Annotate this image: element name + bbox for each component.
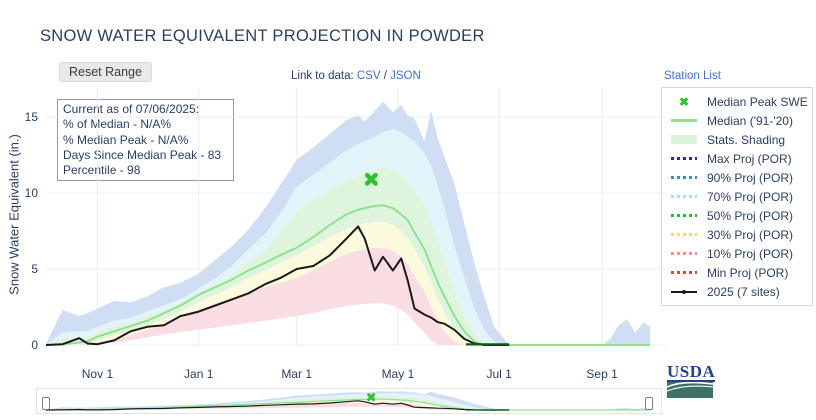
line-swatch-icon bbox=[671, 157, 697, 160]
link-separator: / bbox=[380, 70, 391, 82]
line-swatch-icon bbox=[671, 252, 697, 255]
band-10_to_min bbox=[46, 402, 650, 410]
legend-item-70-proj-por-[interactable]: 70% Proj (POR) bbox=[662, 187, 812, 206]
median-line bbox=[45, 398, 650, 411]
legend-item-label: Min Proj (POR) bbox=[707, 265, 789, 280]
band-10_to_min bbox=[46, 247, 651, 345]
chart-legend: ✖ Median Peak SWE Median ('91-'20) Stats. S… bbox=[661, 87, 813, 306]
legend-item-30-proj-por-[interactable]: 30% Proj (POR) bbox=[662, 225, 812, 244]
info-box-line: % Median Peak - N/A% bbox=[63, 132, 189, 147]
legend-item-label: 90% Proj (POR) bbox=[707, 170, 794, 185]
range-slider-chart[interactable] bbox=[36, 388, 662, 414]
range-slider-frame bbox=[36, 388, 662, 414]
legend-item-label: 30% Proj (POR) bbox=[707, 227, 794, 242]
x-tick-label: Jul 1 bbox=[486, 367, 512, 381]
legend-item-label: Max Proj (POR) bbox=[707, 151, 792, 166]
legend-item-label: Median ('91-'20) bbox=[707, 113, 793, 128]
legend-item-label: 2025 (7 sites) bbox=[707, 284, 780, 299]
line-swatch-icon bbox=[671, 214, 697, 217]
median-peak-marker bbox=[367, 393, 376, 402]
x-marker-icon: ✖ bbox=[678, 94, 690, 109]
y-tick-label: 15 bbox=[24, 110, 38, 124]
y-tick-label: 10 bbox=[24, 186, 38, 200]
page-title: SNOW WATER EQUIVALENT PROJECTION IN POWD… bbox=[40, 27, 485, 45]
line-swatch-icon bbox=[671, 119, 697, 122]
legend-item-label: 50% Proj (POR) bbox=[707, 208, 794, 223]
shading-swatch-icon bbox=[671, 135, 697, 144]
legend-item-min-proj-por-[interactable]: Min Proj (POR) bbox=[662, 263, 812, 282]
range-slider-left-handle[interactable] bbox=[42, 397, 50, 410]
line-swatch-icon bbox=[671, 289, 697, 294]
x-tick-label: May 1 bbox=[381, 367, 415, 381]
usda-logo-text: USDA bbox=[667, 362, 716, 382]
y-tick-label: 0 bbox=[31, 338, 38, 352]
legend-item-90-proj-por-[interactable]: 90% Proj (POR) bbox=[662, 168, 812, 187]
legend-item-median-peak-swe[interactable]: ✖ Median Peak SWE bbox=[662, 92, 812, 111]
info-box-line: Percentile - 98 bbox=[63, 163, 141, 178]
legend-item-2025-7-sites-[interactable]: 2025 (7 sites) bbox=[662, 282, 812, 301]
line-swatch-icon bbox=[671, 195, 697, 198]
range-slider-right-handle[interactable] bbox=[645, 397, 653, 410]
legend-item-label: 70% Proj (POR) bbox=[707, 189, 794, 204]
station-list-link[interactable]: Station List bbox=[664, 70, 721, 82]
band-30_to_10 bbox=[46, 400, 650, 410]
x-tick-label: Jan 1 bbox=[184, 367, 214, 381]
line-swatch-icon bbox=[671, 233, 697, 236]
band-30_to_10 bbox=[46, 221, 651, 345]
reset-range-button[interactable]: Reset Range bbox=[59, 62, 152, 82]
band-90_to_70 bbox=[46, 129, 651, 345]
legend-item-median-91-20-[interactable]: Median ('91-'20) bbox=[662, 111, 812, 130]
line-swatch-icon bbox=[671, 176, 697, 179]
median-peak-marker bbox=[364, 172, 378, 186]
x-tick-label: Sep 1 bbox=[586, 367, 618, 381]
link-to-data: Link to data: CSV / JSON bbox=[291, 70, 421, 82]
legend-item-stats-shading[interactable]: Stats. Shading bbox=[662, 130, 812, 149]
band-70_to_30 bbox=[46, 167, 651, 345]
usda-logo-swoosh-icon bbox=[666, 381, 714, 398]
link-to-data-label: Link to data: bbox=[291, 70, 354, 82]
json-link[interactable]: JSON bbox=[390, 70, 421, 82]
legend-item-50-proj-por-[interactable]: 50% Proj (POR) bbox=[662, 206, 812, 225]
x-tick-label: Mar 1 bbox=[281, 367, 312, 381]
legend-item-max-proj-por-[interactable]: Max Proj (POR) bbox=[662, 149, 812, 168]
y-tick-label: 5 bbox=[31, 262, 38, 276]
swe-2025-line bbox=[45, 400, 509, 411]
legend-item-10-proj-por-[interactable]: 10% Proj (POR) bbox=[662, 244, 812, 263]
csv-link[interactable]: CSV bbox=[356, 70, 381, 82]
x-tick-label: Nov 1 bbox=[81, 367, 114, 381]
band-max_to_90 bbox=[46, 101, 651, 345]
legend-item-label: 10% Proj (POR) bbox=[707, 246, 794, 261]
legend-item-label: Stats. Shading bbox=[707, 132, 786, 147]
swe-2025-line bbox=[46, 225, 510, 346]
info-box-line: Days Since Median Peak - 83 bbox=[63, 147, 222, 162]
band-max_to_90 bbox=[46, 391, 650, 410]
line-swatch-icon bbox=[671, 271, 697, 274]
usda-logo: USDA bbox=[666, 362, 716, 403]
main-chart-plot-area[interactable] bbox=[46, 88, 666, 346]
info-box-line: % of Median - N/A% bbox=[63, 117, 172, 132]
median-line bbox=[46, 204, 651, 346]
legend-item-label: Median Peak SWE bbox=[707, 94, 808, 109]
